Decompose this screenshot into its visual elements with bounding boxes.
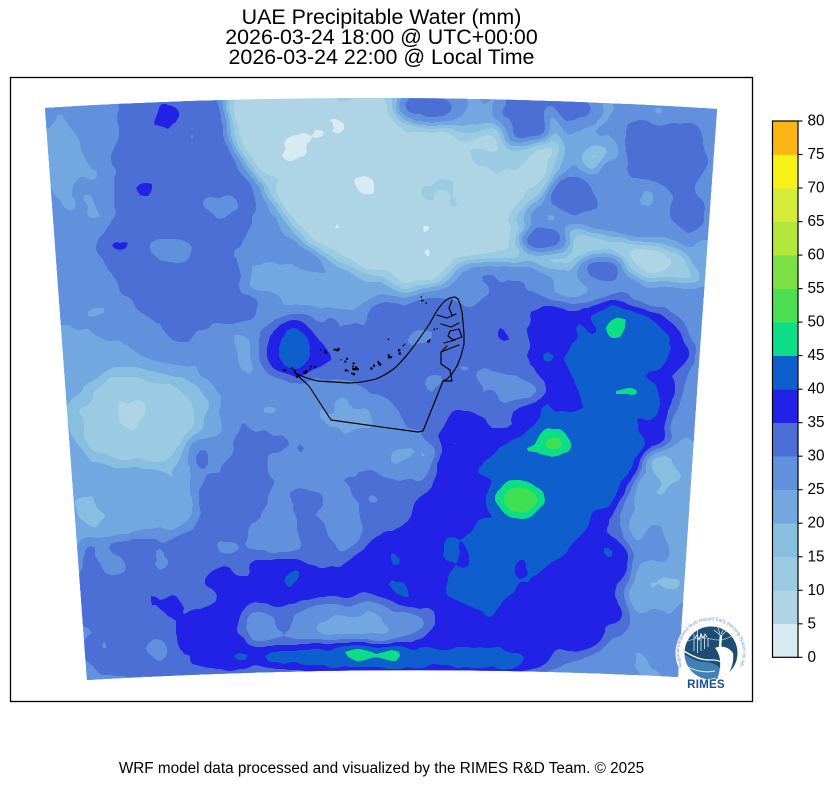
svg-text:5: 5 bbox=[808, 615, 817, 632]
svg-text:70: 70 bbox=[808, 180, 825, 197]
svg-text:75: 75 bbox=[808, 146, 825, 163]
svg-text:50: 50 bbox=[808, 314, 825, 331]
svg-text:45: 45 bbox=[808, 347, 825, 364]
svg-text:65: 65 bbox=[808, 213, 825, 230]
svg-text:80: 80 bbox=[808, 113, 825, 130]
svg-text:60: 60 bbox=[808, 247, 825, 264]
svg-text:55: 55 bbox=[808, 280, 825, 297]
svg-text:25: 25 bbox=[808, 481, 825, 498]
svg-text:10: 10 bbox=[808, 582, 825, 599]
svg-text:30: 30 bbox=[808, 448, 825, 465]
svg-text:RIMES: RIMES bbox=[687, 678, 725, 691]
svg-text:35: 35 bbox=[808, 414, 825, 431]
svg-text:15: 15 bbox=[808, 548, 825, 565]
svg-text:40: 40 bbox=[808, 381, 825, 398]
svg-text:0: 0 bbox=[808, 649, 817, 666]
svg-text:20: 20 bbox=[808, 515, 825, 532]
